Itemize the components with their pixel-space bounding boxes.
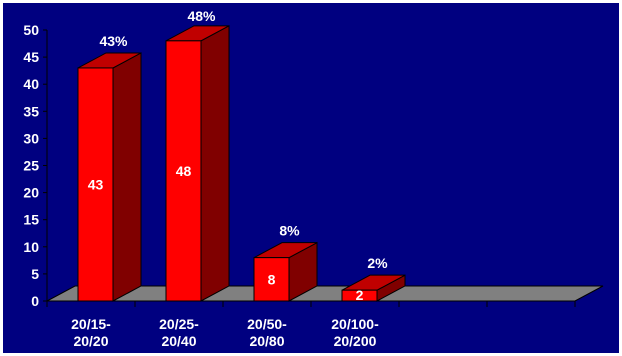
y-tick-label: 35 xyxy=(23,103,39,119)
bar xyxy=(253,241,318,302)
y-axis: 0 5 10 15 20 25 30 35 40 45 50 xyxy=(23,22,576,309)
bar-front xyxy=(77,67,114,302)
bar xyxy=(77,52,142,302)
y-tick-label: 50 xyxy=(23,22,39,38)
bar xyxy=(165,25,230,302)
y-tick-label: 25 xyxy=(23,158,39,174)
bar-percent-label: 2% xyxy=(367,255,388,271)
bars-layer xyxy=(77,25,406,302)
x-category-label: 20/200 xyxy=(334,333,377,349)
x-category-label: 20/80 xyxy=(249,333,284,349)
bar-value-label: 48 xyxy=(176,163,192,179)
y-tick-label: 45 xyxy=(23,49,39,65)
bar-value-label: 2 xyxy=(356,287,364,303)
bar-side xyxy=(200,25,230,302)
chart-area: 0 5 10 15 20 25 30 35 40 45 50 43 43% 48 48% 8 8% 2 2% 20… xyxy=(3,3,619,353)
bar-front xyxy=(253,257,290,302)
y-tick-label: 20 xyxy=(23,185,39,201)
x-category-label: 20/20 xyxy=(73,333,108,349)
x-category-label: 20/25- xyxy=(159,316,199,332)
bar-value-label: 43 xyxy=(88,176,104,192)
bar-chart: 0 5 10 15 20 25 30 35 40 45 50 43 43% 48 48% 8 8% 22% 20… xyxy=(23,8,604,349)
bar-percent-label: 48% xyxy=(187,8,216,24)
x-category-label: 20/15- xyxy=(71,316,111,332)
x-category-label: 20/40 xyxy=(161,333,196,349)
bar-percent-label: 43% xyxy=(99,33,128,49)
bar-value-label: 8 xyxy=(268,271,276,287)
x-category-label: 20/50- xyxy=(247,316,287,332)
y-tick-label: 15 xyxy=(23,212,39,228)
bar-percent-label: 8% xyxy=(279,223,300,239)
y-tick-label: 10 xyxy=(23,239,39,255)
y-tick-label: 0 xyxy=(31,293,39,309)
bar-front xyxy=(165,40,202,302)
labels-layer: 43 43% 48 48% 8 8% 22% xyxy=(88,8,388,303)
y-tick-label: 5 xyxy=(31,266,39,282)
bar-side xyxy=(112,52,142,302)
x-category-label: 20/100- xyxy=(331,316,379,332)
y-tick-label: 40 xyxy=(23,76,39,92)
y-tick-label: 30 xyxy=(23,130,39,146)
bar xyxy=(341,274,406,302)
x-axis-categories: 20/15-20/20 20/25-20/40 20/50-20/80 20/100-… xyxy=(71,316,379,349)
bar-front xyxy=(341,289,378,302)
